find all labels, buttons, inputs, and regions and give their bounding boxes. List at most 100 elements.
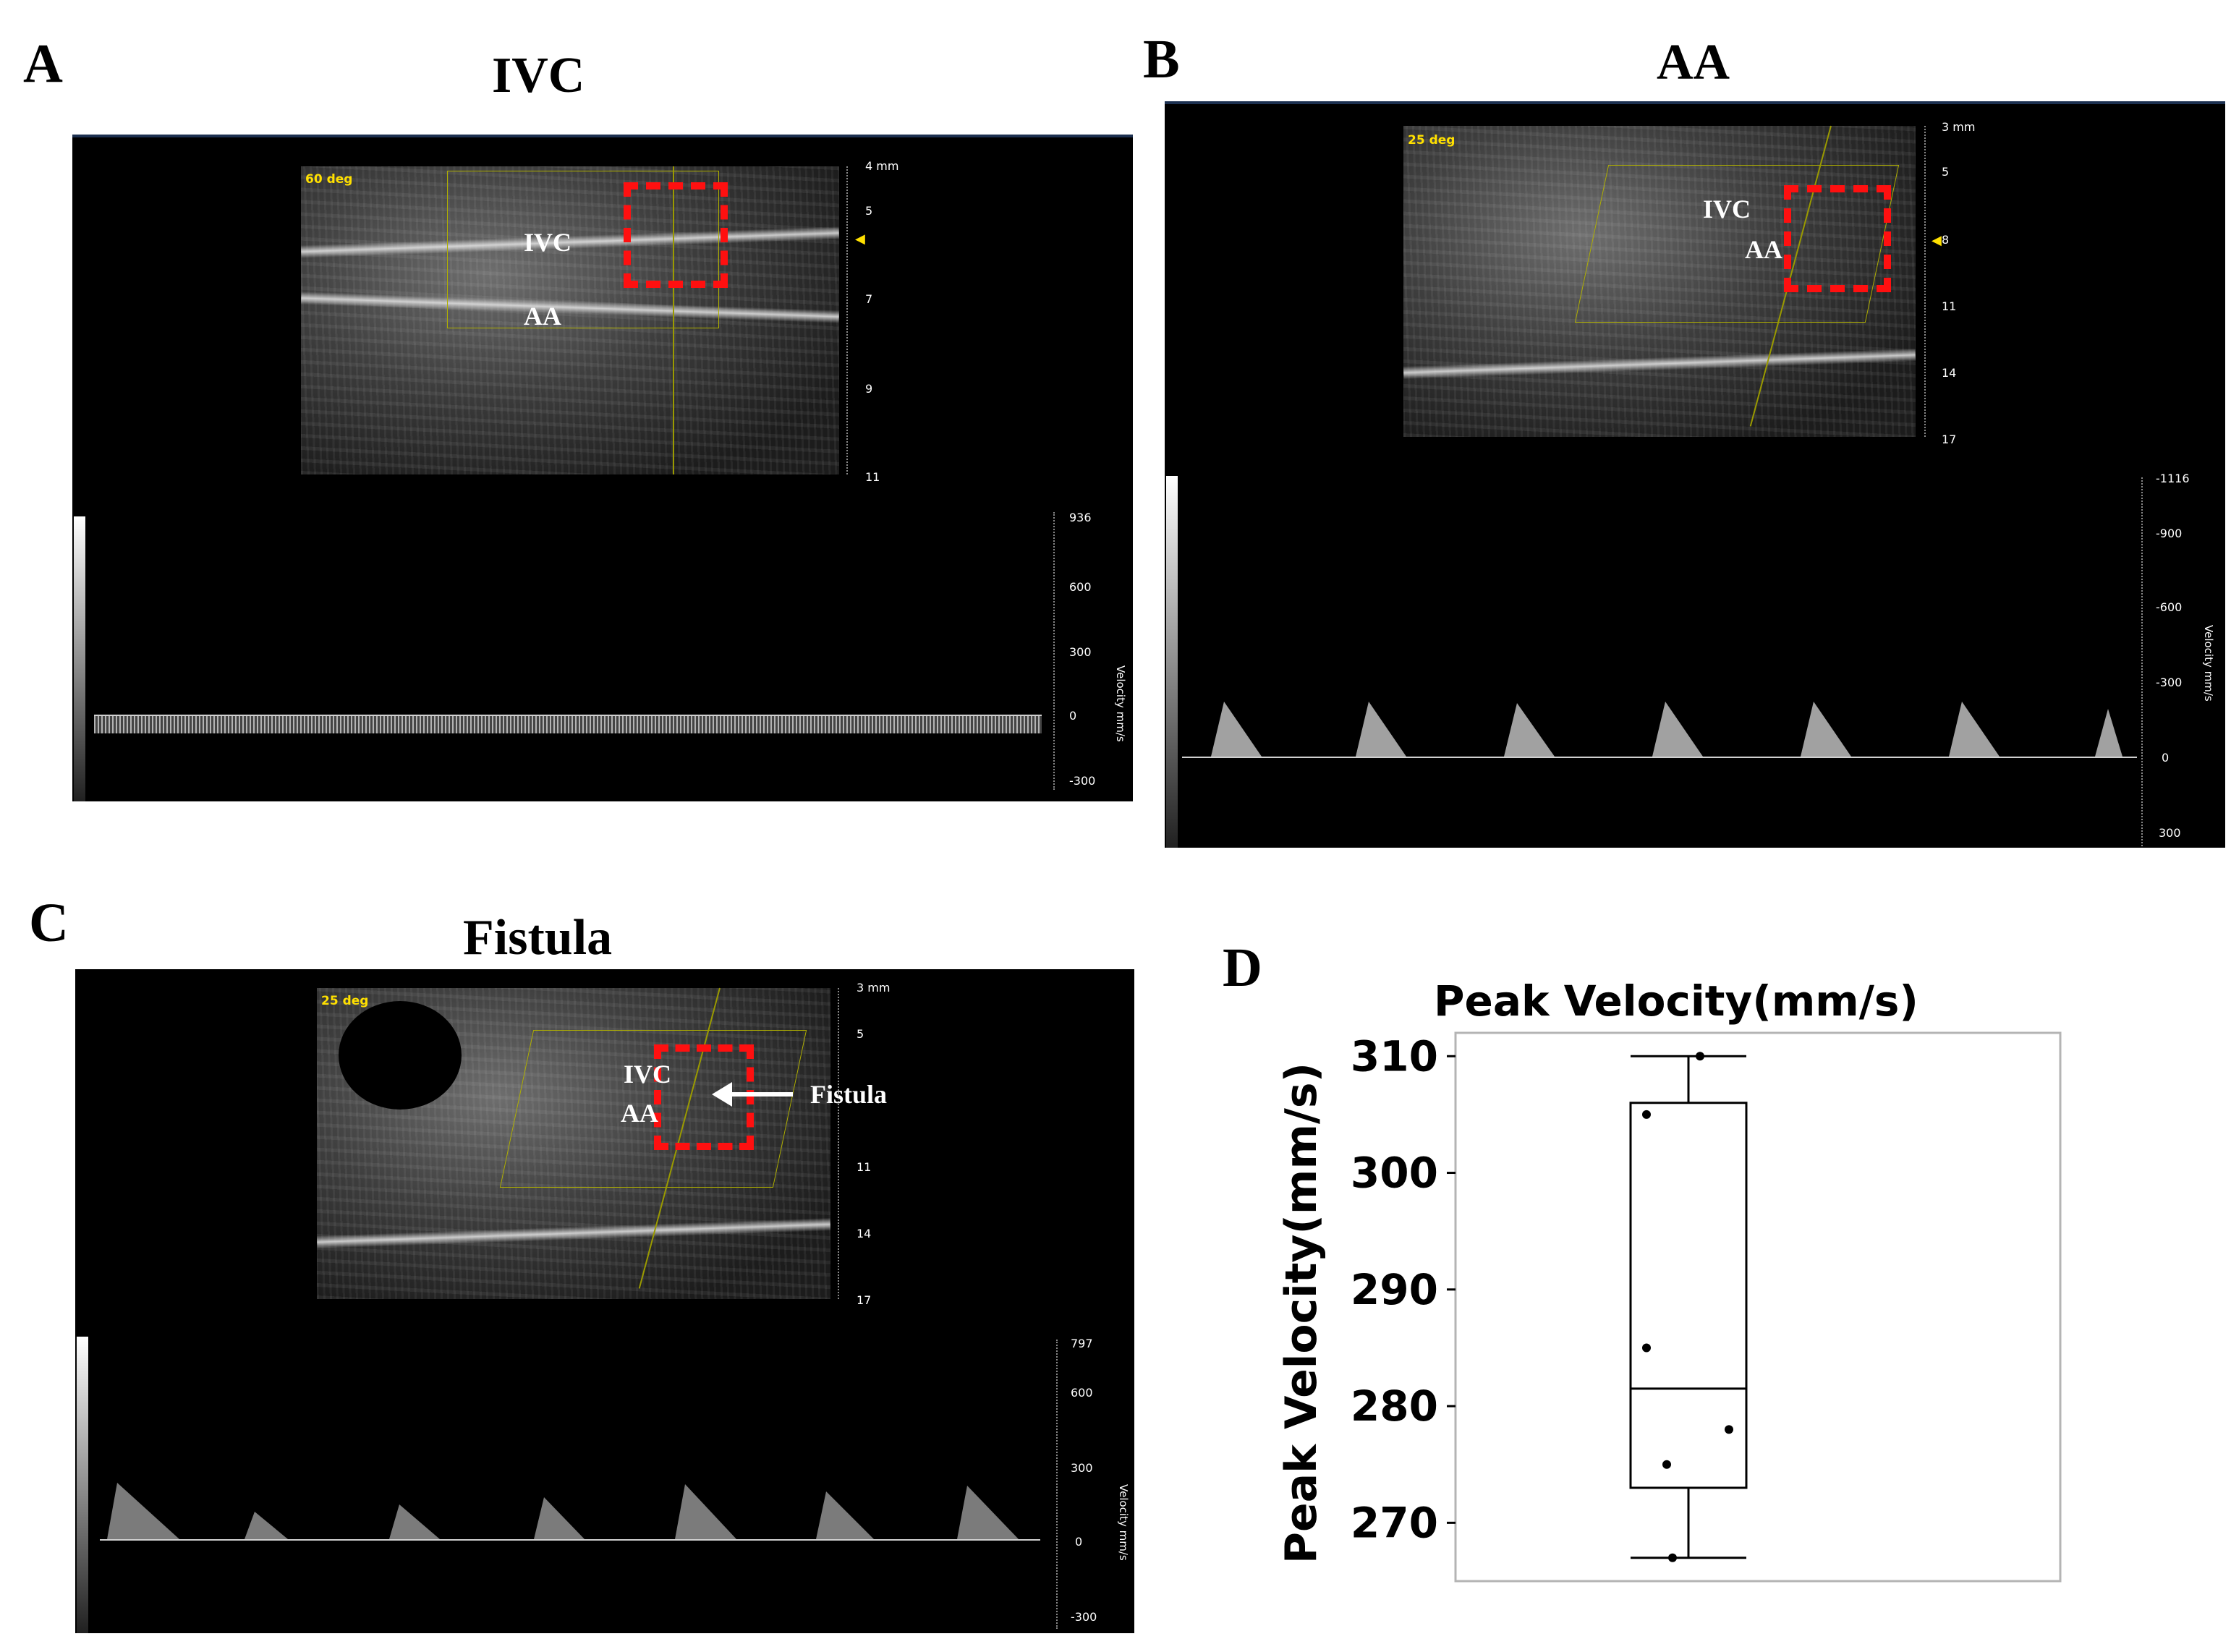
depth-tick-label: 11 xyxy=(1942,299,1957,313)
vessel-wall xyxy=(317,1217,830,1249)
velocity-tick-label: -900 xyxy=(2156,527,2183,540)
fistula-arrow-icon xyxy=(721,1092,793,1097)
y-tick-label: 270 xyxy=(1351,1498,1438,1547)
panel-letter-d: D xyxy=(1223,937,1262,998)
depth-tick-label: 17 xyxy=(857,1293,872,1307)
bmode-image-a xyxy=(301,166,839,474)
doppler-spectrum-b xyxy=(1211,702,2122,757)
depth-tick-label: 9 xyxy=(865,382,873,396)
velocity-tick-label: -300 xyxy=(2156,676,2183,689)
depth-tick-label: 14 xyxy=(1942,366,1957,380)
box-plot: 270 280 290 300 310 xyxy=(1351,1031,2062,1583)
y-tick-label: 300 xyxy=(1351,1149,1438,1198)
velocity-tick-label: -300 xyxy=(1071,1610,1097,1624)
chart-ylabel: Peak Velocity(mm/s) xyxy=(1276,1062,1327,1564)
bmode-image-c xyxy=(317,988,830,1299)
label-fistula: Fistula xyxy=(810,1080,888,1109)
velocity-tick-label: 300 xyxy=(2159,826,2181,840)
label-aa-b: AA xyxy=(1745,235,1782,264)
velocity-tick-label: 0 xyxy=(2162,751,2170,765)
panel-letter-a: A xyxy=(23,33,63,94)
depth-tick-label: 5 xyxy=(857,1027,864,1041)
depth-tick-label: 3 mm xyxy=(857,981,891,995)
doppler-baseline-c xyxy=(100,1539,1040,1541)
depth-tick-label: 11 xyxy=(865,470,880,484)
grayscale-bar-a xyxy=(74,516,85,801)
depth-tick-label: 8 xyxy=(1942,233,1950,247)
dark-cavity xyxy=(339,1001,462,1110)
data-point xyxy=(1642,1110,1651,1119)
ultrasound-panel-b: 25 deg IVC AA 3 mm 5 8 11 14 17 ◀ -1116 … xyxy=(1165,101,2225,848)
velocity-tick-label: 0 xyxy=(1069,709,1077,723)
panel-title-b: AA xyxy=(1657,35,1730,90)
angle-readout-a: 60 deg xyxy=(305,172,353,187)
depth-scale-c xyxy=(838,988,841,1299)
velocity-tick-label: 600 xyxy=(1069,580,1092,594)
data-point xyxy=(1725,1425,1733,1434)
velocity-scale-b xyxy=(2141,477,2144,846)
ultrasound-panel-a: 60 deg IVC AA 4 mm 5 7 9 11 ◀ 936 600 30… xyxy=(72,135,1133,801)
label-aa-a: AA xyxy=(524,302,561,331)
sample-volume-box-c xyxy=(654,1044,754,1150)
depth-tick-label: 11 xyxy=(857,1160,872,1174)
velocity-tick-label: 300 xyxy=(1069,645,1092,659)
ultrasound-panel-c: 25 deg IVC AA Fistula 3 mm 5 11 14 17 79… xyxy=(75,969,1134,1633)
y-tick-label: 310 xyxy=(1351,1031,1438,1081)
velocity-tick-label: 600 xyxy=(1071,1386,1093,1400)
velocity-axis-label-c: Velocity mm/s xyxy=(1117,1484,1130,1561)
velocity-tick-label: -600 xyxy=(2156,600,2183,614)
depth-tick-label: 4 mm xyxy=(865,159,899,173)
panel-title-c: Fistula xyxy=(463,910,613,966)
depth-tick-label: 14 xyxy=(857,1227,872,1240)
data-point xyxy=(1696,1052,1704,1061)
y-tick-label: 280 xyxy=(1351,1381,1438,1431)
data-point xyxy=(1668,1553,1677,1562)
cursor-line-a xyxy=(673,166,674,474)
chart-title: Peak Velocity(mm/s) xyxy=(1434,976,1918,1026)
panel-title-a: IVC xyxy=(492,48,585,103)
depth-scale-a xyxy=(846,166,849,474)
depth-tick-label: 7 xyxy=(865,292,873,306)
velocity-axis-label-b: Velocity mm/s xyxy=(2202,625,2215,702)
plot-frame xyxy=(1454,1031,2062,1583)
doppler-spectrum-a xyxy=(94,716,1042,733)
velocity-scale-a xyxy=(1053,512,1056,790)
doppler-baseline-a xyxy=(94,715,1042,716)
label-aa-c: AA xyxy=(621,1099,658,1128)
grayscale-bar-b xyxy=(1166,476,1178,848)
velocity-tick-label: 936 xyxy=(1069,511,1092,524)
doppler-spectrum-c xyxy=(107,1483,1019,1539)
velocity-tick-label: 300 xyxy=(1071,1461,1093,1475)
roi-outline-a xyxy=(447,171,719,328)
sample-volume-box-a xyxy=(624,182,728,288)
data-point xyxy=(1642,1343,1651,1353)
velocity-axis-label-a: Velocity mm/s xyxy=(1114,665,1127,742)
depth-marker-b: ◀ xyxy=(1932,233,1942,247)
panel-letter-b: B xyxy=(1143,29,1180,90)
fistula-arrowhead-icon xyxy=(712,1082,732,1107)
sample-volume-box-b xyxy=(1784,185,1891,292)
grayscale-bar-c xyxy=(77,1337,88,1633)
label-ivc-b: IVC xyxy=(1703,195,1751,223)
bmode-image-b xyxy=(1403,126,1916,437)
depth-tick-label: 3 mm xyxy=(1942,120,1976,134)
depth-tick-label: 17 xyxy=(1942,433,1957,446)
velocity-tick-label: -300 xyxy=(1069,774,1096,788)
velocity-tick-label: 797 xyxy=(1071,1337,1093,1350)
y-tick-label: 290 xyxy=(1351,1265,1438,1314)
label-ivc-c: IVC xyxy=(624,1060,672,1089)
vessel-wall xyxy=(1403,348,1916,380)
depth-tick-label: 5 xyxy=(865,204,873,218)
velocity-scale-c xyxy=(1056,1340,1059,1629)
depth-marker-a: ◀ xyxy=(855,231,865,246)
depth-scale-b xyxy=(1924,126,1927,437)
panel-letter-c: C xyxy=(29,893,69,953)
velocity-tick-label: 0 xyxy=(1075,1535,1083,1549)
angle-readout-c: 25 deg xyxy=(321,994,369,1008)
angle-readout-b: 25 deg xyxy=(1408,133,1456,148)
depth-tick-label: 5 xyxy=(1942,165,1950,179)
iqr-box xyxy=(1629,1102,1748,1489)
velocity-tick-label: -1116 xyxy=(2156,472,2190,485)
doppler-baseline-b xyxy=(1182,757,2137,758)
data-point xyxy=(1662,1460,1671,1469)
